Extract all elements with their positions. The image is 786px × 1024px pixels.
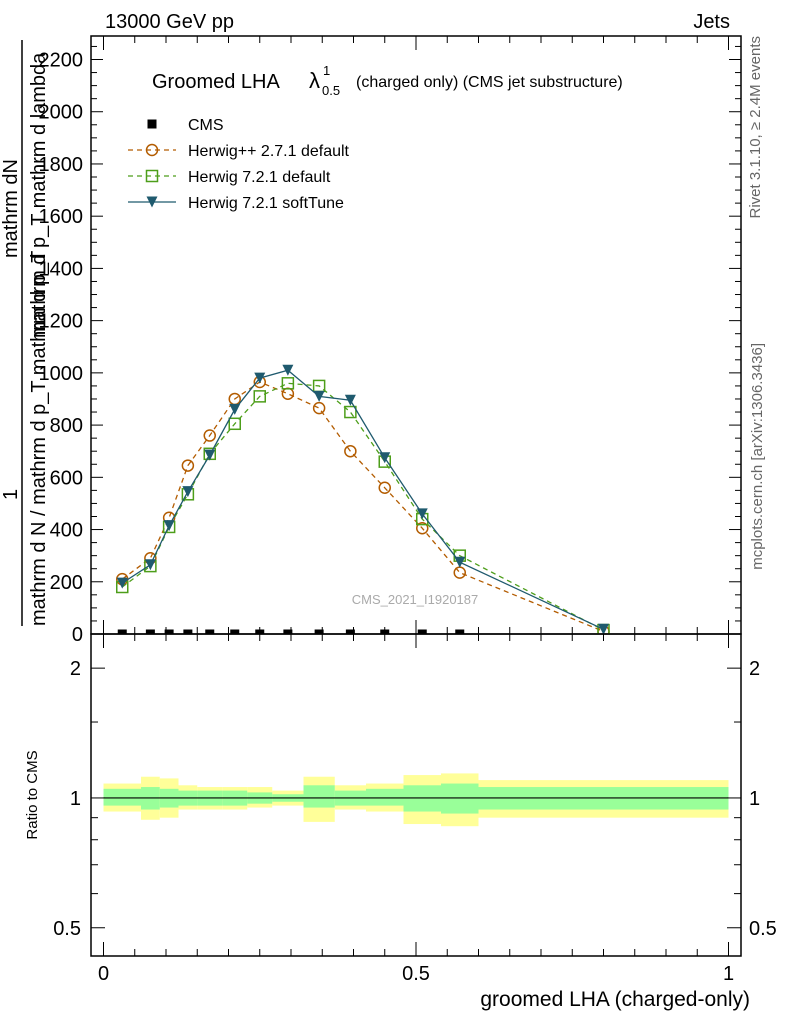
y-tick-label: 1800 [39,154,84,176]
herwig7-default-point [344,405,357,419]
herwigpp-point [203,429,216,442]
y-tick-label: 1600 [39,206,84,228]
analysis-watermark: CMS_2021_I1920187 [352,592,479,607]
series-line [121,369,604,630]
herwig7-softtune-point [144,559,156,571]
cms-data-point [205,629,215,634]
ratio-y-tick-label-right: 0.5 [749,918,777,940]
cms-data-point [230,629,240,634]
cms-data-point [283,629,293,634]
cms-data-point [417,629,427,634]
herwig7-softtune-point [454,556,466,568]
herwigpp-point [453,566,466,579]
legend-label: CMS [188,117,224,134]
header-energy: 13000 GeV pp [105,11,234,33]
svg-text:Groomed LHA: Groomed LHA [152,71,280,93]
title-sup: 1 [323,63,330,78]
herwig7-default-point [228,417,241,431]
legend-marker [145,169,159,183]
herwigpp-point [181,459,195,472]
mcplots-label: mcplots.cern.ch [arXiv:1306.3436] [749,343,766,570]
herwigpp-point [344,444,357,458]
ylabel-numerator: 1 [0,489,22,500]
y-tick-label: 1400 [39,258,84,280]
legend-marker [145,143,159,157]
ratio-y-tick-label-right: 2 [749,658,760,680]
legend-label: Herwig++ 2.7.1 default [188,143,350,160]
cms-data-point [380,629,390,634]
herwig7-softtune-point [163,520,175,532]
ylabel-denominator-top: mathrm d N / mathrm d p_T mathrm d p_T [28,251,50,626]
title-sub: 0.5 [322,83,340,98]
title-lambda: λ [309,68,320,93]
ratio-y-tick-label: 1 [70,788,81,810]
herwig7-softtune-point [116,577,128,589]
band68-bin [441,783,479,814]
ratio-y-tick-label-right: 1 [749,788,760,810]
y-tick-label: 800 [50,415,83,437]
band68-bin [103,788,141,806]
herwig7-softtune-point [313,390,325,402]
rivet-label: Rivet 3.1.10, ≥ 2.4M events [747,36,764,219]
herwigpp-point [378,481,391,495]
x-tick-label: 1 [723,963,734,985]
band68-bin [366,788,404,806]
cms-data-point [117,629,127,634]
series-3 [116,364,609,634]
ratio-ylabel: Ratio to CMS [24,750,41,839]
y-tick-label: 200 [50,572,83,594]
herwig7-softtune-point [344,394,356,406]
herwig7-default-point [253,390,266,403]
y-tick-label: 2200 [39,50,84,72]
band68-bin [303,785,335,808]
cms-data-point [183,629,193,634]
herwigpp-point [416,521,429,535]
series-0 [117,629,465,634]
cms-data-point [345,629,355,634]
ylabel-fraction-top: mathrm dN [0,159,22,258]
main-ylabel: mathrm dN mathrm d p_T mathrm d lambda 1… [0,40,50,626]
herwig7-softtune-point [598,623,609,634]
cms-data-point [314,629,324,634]
herwig7-softtune-point [204,449,216,461]
cms-data-point [255,629,265,634]
herwigpp-point [312,401,326,415]
title-rest: (charged only) (CMS jet substructure) [356,74,623,91]
herwig7-softtune-point [254,372,266,384]
herwig7-softtune-point [229,403,241,415]
legend-label: Herwig 7.2.1 default [188,169,331,186]
xlabel: groomed LHA (charged-only) [480,988,750,1011]
herwig7-default-point [281,377,295,390]
ratio-y-tick-label: 2 [70,658,81,680]
ratio-panel: 0 0.5 1 0.5 0.5 1 1 2 2 [53,633,777,985]
x-tick-label: 0.5 [402,963,430,985]
legend-marker [147,119,157,129]
ylabel-fraction-bottom: mathrm d p_T mathrm d lambda [28,52,50,338]
herwig7-softtune-point [182,486,194,498]
y-tick-label: 2000 [39,102,84,124]
plot-title: Groomed LHA λ 1 0.5 (charged only) (CMS … [152,63,623,98]
cms-data-point [145,629,155,634]
x-tick-label: 0 [98,963,109,985]
herwig7-softtune-point [379,452,391,464]
title-main: Groomed LHA [152,71,280,93]
herwig7-softtune-point [416,508,428,520]
y-tick-label: 600 [50,467,83,489]
cms-data-point [455,629,465,634]
legend-marker [146,196,158,208]
y-tick-label: 1200 [39,311,84,333]
legend: CMS Herwig++ 2.7.1 default Herwig 7.2.1 de… [128,117,350,212]
legend-label: Herwig 7.2.1 softTune [188,195,344,212]
herwigpp-point [281,387,295,401]
y-tick-label: 1000 [39,363,84,385]
y-tick-label: 400 [50,520,83,542]
y-tick-label: 0 [72,624,83,646]
main-panel: 0 200 400 600 800 1000 1200 1400 1600 1800 2000 220… [39,35,742,646]
header-jets: Jets [693,11,730,33]
cms-data-point [164,629,174,634]
ratio-y-tick-label: 0.5 [53,918,81,940]
herwig7-softtune-point [282,364,294,376]
